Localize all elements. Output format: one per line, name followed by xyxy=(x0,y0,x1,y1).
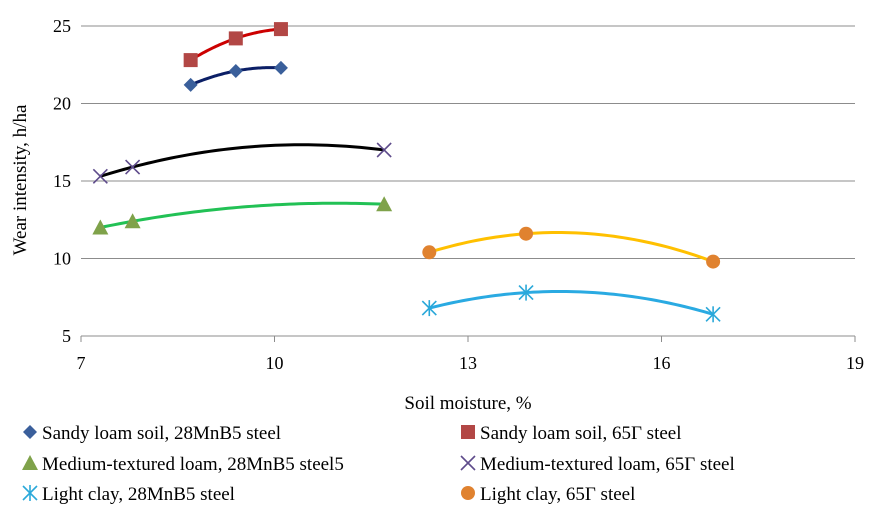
trendline-series-3 xyxy=(100,201,385,229)
legend-item: Sandy loam soil, 28MnB5 steel xyxy=(23,423,281,444)
marker-stroke xyxy=(92,168,108,184)
legend-item: Medium-textured loam, 28MnB5 steel5 xyxy=(22,454,344,475)
x-tick-label: 16 xyxy=(653,353,671,373)
legend-label: Sandy loam soil, 65Γ steel xyxy=(480,423,682,444)
y-axis-title: Wear intensity, h/ha xyxy=(10,104,31,255)
legend-marker xyxy=(461,486,475,500)
legend-item: Light clay, 65Γ steel xyxy=(461,484,635,505)
point-series-3 xyxy=(92,219,109,235)
legend-item: Sandy loam soil, 65Γ steel xyxy=(461,423,682,444)
marker-stroke xyxy=(125,159,141,175)
point-series-6 xyxy=(706,254,721,269)
legend-label: Medium-textured loam, 28MnB5 steel5 xyxy=(42,454,344,475)
legend-marker xyxy=(460,455,476,471)
tick-labels: 5 10 15 20 25 7 10 13 16 19 xyxy=(53,16,864,373)
legend-label: Sandy loam soil, 28MnB5 steel xyxy=(42,423,281,444)
legend-marker xyxy=(22,455,38,470)
x-tick-label: 19 xyxy=(846,353,864,373)
point-series-5 xyxy=(518,284,534,301)
trendlines xyxy=(99,27,714,316)
x-tick-label: 13 xyxy=(459,353,477,373)
point-series-5 xyxy=(705,306,721,323)
x-tick-label: 10 xyxy=(266,353,284,373)
point-series-5 xyxy=(421,300,437,317)
grid xyxy=(81,25,855,259)
legend-item: Light clay, 28MnB5 steel xyxy=(22,484,235,505)
trendline-series-5 xyxy=(428,289,714,316)
legend-label: Medium-textured loam, 65Γ steel xyxy=(480,454,735,475)
point-series-3 xyxy=(124,213,141,229)
legend: Sandy loam soil, 28MnB5 steel Sandy loam … xyxy=(22,423,735,505)
marker-stroke xyxy=(376,142,392,158)
point-series-2 xyxy=(183,53,198,68)
point-series-1 xyxy=(273,60,288,75)
x-axis-title: Soil moisture, % xyxy=(404,393,531,414)
legend-item: Medium-textured loam, 65Γ steel xyxy=(460,454,735,475)
point-series-6 xyxy=(422,245,437,260)
y-tick-label: 10 xyxy=(53,249,71,269)
point-series-3 xyxy=(376,196,393,212)
trendline-series-4 xyxy=(99,143,385,178)
data-points xyxy=(92,22,721,323)
x-tick-label: 7 xyxy=(77,353,86,373)
y-tick-label: 5 xyxy=(62,326,71,346)
point-series-1 xyxy=(183,77,198,92)
point-series-2 xyxy=(273,22,288,37)
legend-label: Light clay, 28MnB5 steel xyxy=(42,484,235,505)
legend-marker xyxy=(22,485,38,501)
y-tick-label: 15 xyxy=(53,171,71,191)
marker-stroke xyxy=(460,455,476,471)
y-tick-label: 20 xyxy=(53,94,71,114)
point-series-4 xyxy=(376,142,392,158)
point-series-2 xyxy=(228,31,243,46)
legend-label: Light clay, 65Γ steel xyxy=(480,484,635,505)
point-series-4 xyxy=(92,168,108,184)
y-tick-label: 25 xyxy=(53,16,71,36)
legend-marker xyxy=(461,425,475,439)
point-series-1 xyxy=(228,63,243,78)
point-series-6 xyxy=(519,226,534,241)
point-series-4 xyxy=(125,159,141,175)
axes xyxy=(80,335,856,342)
trendline-series-6 xyxy=(428,230,714,264)
legend-marker xyxy=(23,425,37,439)
